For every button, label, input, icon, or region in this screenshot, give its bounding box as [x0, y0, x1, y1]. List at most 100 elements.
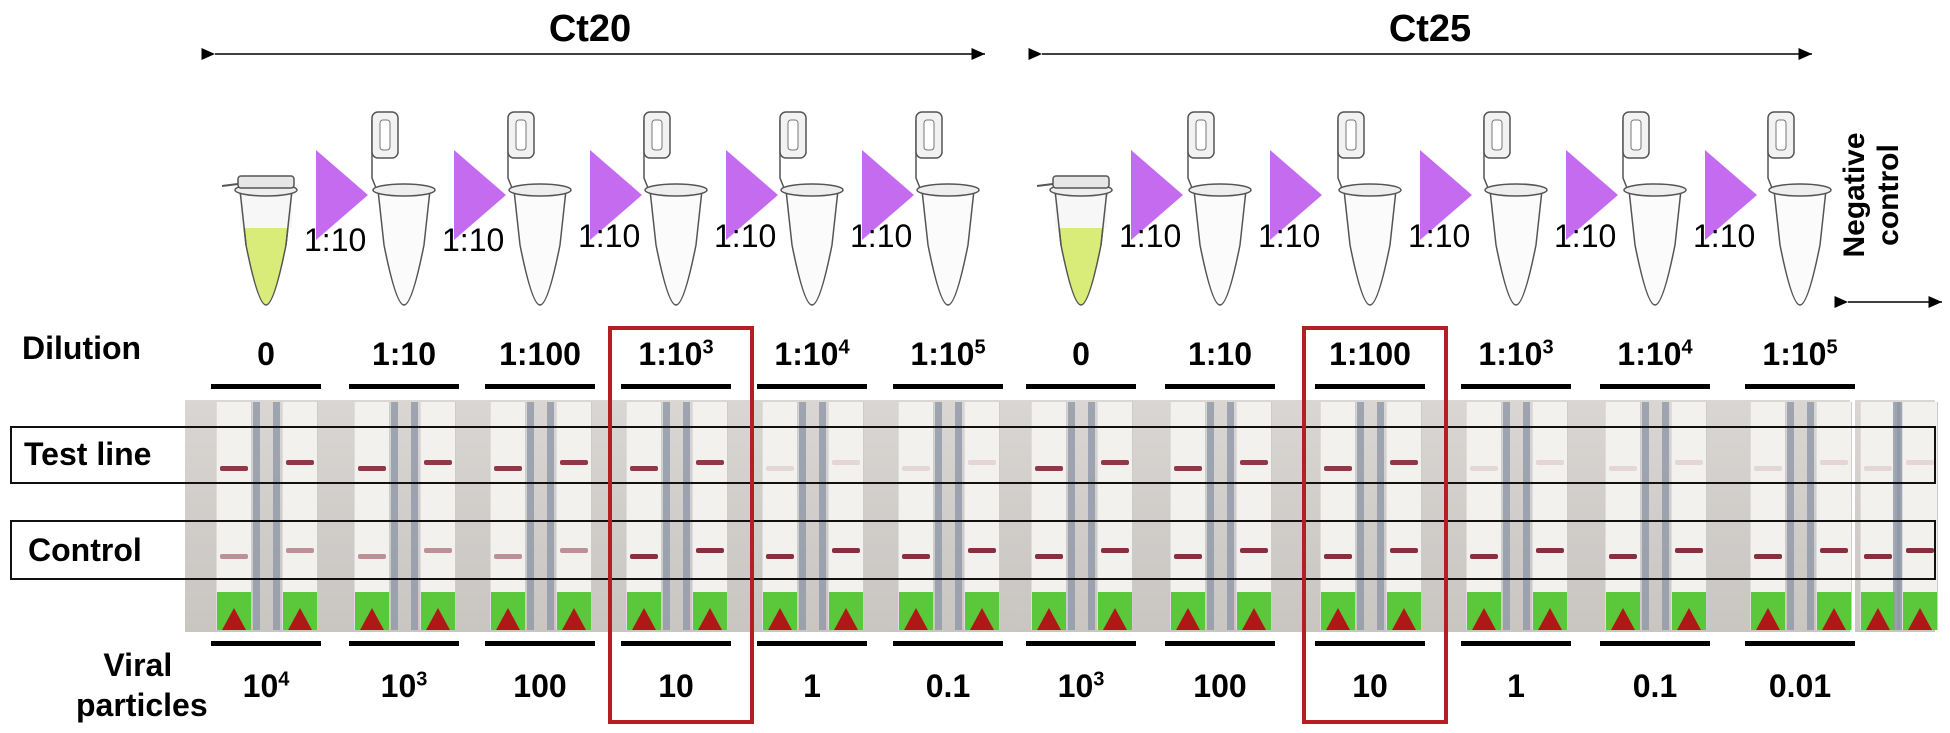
test-line-box: [10, 426, 1936, 484]
test-strip: [1605, 402, 1649, 630]
strip-wick: [1807, 402, 1814, 630]
viral-underline: [349, 641, 459, 646]
test-strip: [1088, 402, 1133, 630]
test-band: [630, 466, 658, 471]
sample-pad-marker: [1242, 608, 1266, 630]
dilution-arrow-icon: [726, 150, 778, 240]
test-strip: [411, 402, 456, 630]
sample-pad-marker: [1326, 608, 1350, 630]
tube-lid-inner: [1345, 119, 1357, 151]
dilution-exponent: 5: [1826, 336, 1838, 359]
empty-tube-icon: [1337, 111, 1402, 306]
control-line-label: Control: [28, 532, 142, 568]
test-label-bg: [12, 428, 184, 480]
viral-underline: [1026, 641, 1136, 646]
tube-edge: [1054, 189, 1062, 246]
test-strip: [547, 402, 592, 630]
control-band: [1609, 554, 1637, 559]
dilution-exponent: 4: [1681, 336, 1693, 359]
sample-pad-marker: [970, 608, 994, 630]
test-band: [902, 466, 930, 471]
strip-wick: [935, 402, 942, 630]
strip-wick: [1227, 402, 1234, 630]
viral-particle-value: 104: [201, 668, 331, 705]
viral-label-line1: Viral: [103, 647, 173, 683]
sample-tube-icon: [221, 175, 298, 306]
strip-wick: [1068, 402, 1075, 630]
test-band: [1906, 460, 1934, 465]
detection-limit-box-ct25: [1302, 326, 1448, 724]
test-band: [424, 460, 452, 465]
dilution-arrow-icon: [590, 150, 642, 240]
test-band: [968, 460, 996, 465]
test-strip: [762, 402, 806, 630]
dilution-underline: [211, 384, 321, 389]
viral-label-line2: particles: [76, 687, 208, 723]
viral-particle-value: 1: [1451, 668, 1581, 705]
dilution-arrow-icon: [1705, 150, 1757, 240]
range-arrows: [201, 48, 1942, 308]
control-band: [1754, 554, 1782, 559]
control-line-box: [10, 520, 1936, 580]
dilution-arrow-icon: [862, 150, 914, 240]
strip-wick: [1357, 402, 1364, 630]
dilution-value: 1:100: [1305, 336, 1435, 373]
viral-base: 10: [1352, 668, 1388, 704]
dilution-label: Dilution: [22, 330, 142, 366]
sample-pad-marker: [904, 608, 928, 630]
dilution-exponent: 4: [838, 336, 850, 359]
empty-tube-icon: [779, 111, 844, 306]
test-band: [494, 466, 522, 471]
test-strip: [490, 402, 534, 630]
control-label-bg: [12, 522, 184, 576]
control-band: [1820, 548, 1848, 553]
test-band: [1675, 460, 1703, 465]
dilution-value: 1:100: [475, 336, 605, 373]
tube-edge: [285, 189, 293, 246]
viral-underline: [621, 641, 731, 646]
dilution-base: 1:10: [1478, 336, 1543, 372]
sample-pad-marker: [496, 608, 520, 630]
viral-base: 100: [513, 668, 567, 704]
dilution-base: 1:10: [1762, 336, 1827, 372]
tube-rim: [1188, 183, 1252, 197]
dilution-step-label: 1:10: [714, 218, 777, 254]
control-band: [1101, 548, 1129, 553]
test-band: [560, 460, 588, 465]
strip-wick: [253, 402, 260, 630]
dilution-base: 0: [1072, 336, 1090, 372]
sample-pad-marker: [834, 608, 858, 630]
viral-base: 1: [803, 668, 821, 704]
dilution-underline: [1026, 384, 1136, 389]
test-strip: [1227, 402, 1272, 630]
test-strip: [1750, 402, 1794, 630]
sample-pad-marker: [222, 608, 246, 630]
viral-base: 0.01: [1768, 668, 1832, 704]
tube-lid-inner: [379, 119, 391, 151]
test-strip: [683, 402, 728, 630]
test-band: [358, 466, 386, 471]
dilution-step-label: 1:10: [1693, 218, 1756, 254]
sample-pad-marker: [1538, 608, 1562, 630]
strip-wick: [1893, 402, 1900, 630]
dilution-exponent: 3: [1542, 336, 1554, 359]
dilution-underline: [1461, 384, 1571, 389]
tube-rim: [508, 183, 572, 197]
test-strip: [819, 402, 864, 630]
sample-pad-marker: [698, 608, 722, 630]
test-line-label: Test line: [24, 436, 152, 472]
empty-tube-icon: [507, 111, 572, 306]
dilution-value: 1:105: [1735, 336, 1865, 373]
test-band: [220, 466, 248, 471]
dilution-underline: [349, 384, 459, 389]
test-band: [1754, 466, 1782, 471]
dilution-arrow-icon: [454, 150, 506, 240]
test-band: [696, 460, 724, 465]
tube-lid-inner: [515, 119, 527, 151]
viral-particle-value: 103: [1016, 668, 1146, 705]
strip-wick: [1503, 402, 1510, 630]
tube-cap: [237, 175, 295, 189]
empty-tube-icon: [1622, 111, 1687, 306]
test-strip: [1662, 402, 1707, 630]
test-band: [1820, 460, 1848, 465]
